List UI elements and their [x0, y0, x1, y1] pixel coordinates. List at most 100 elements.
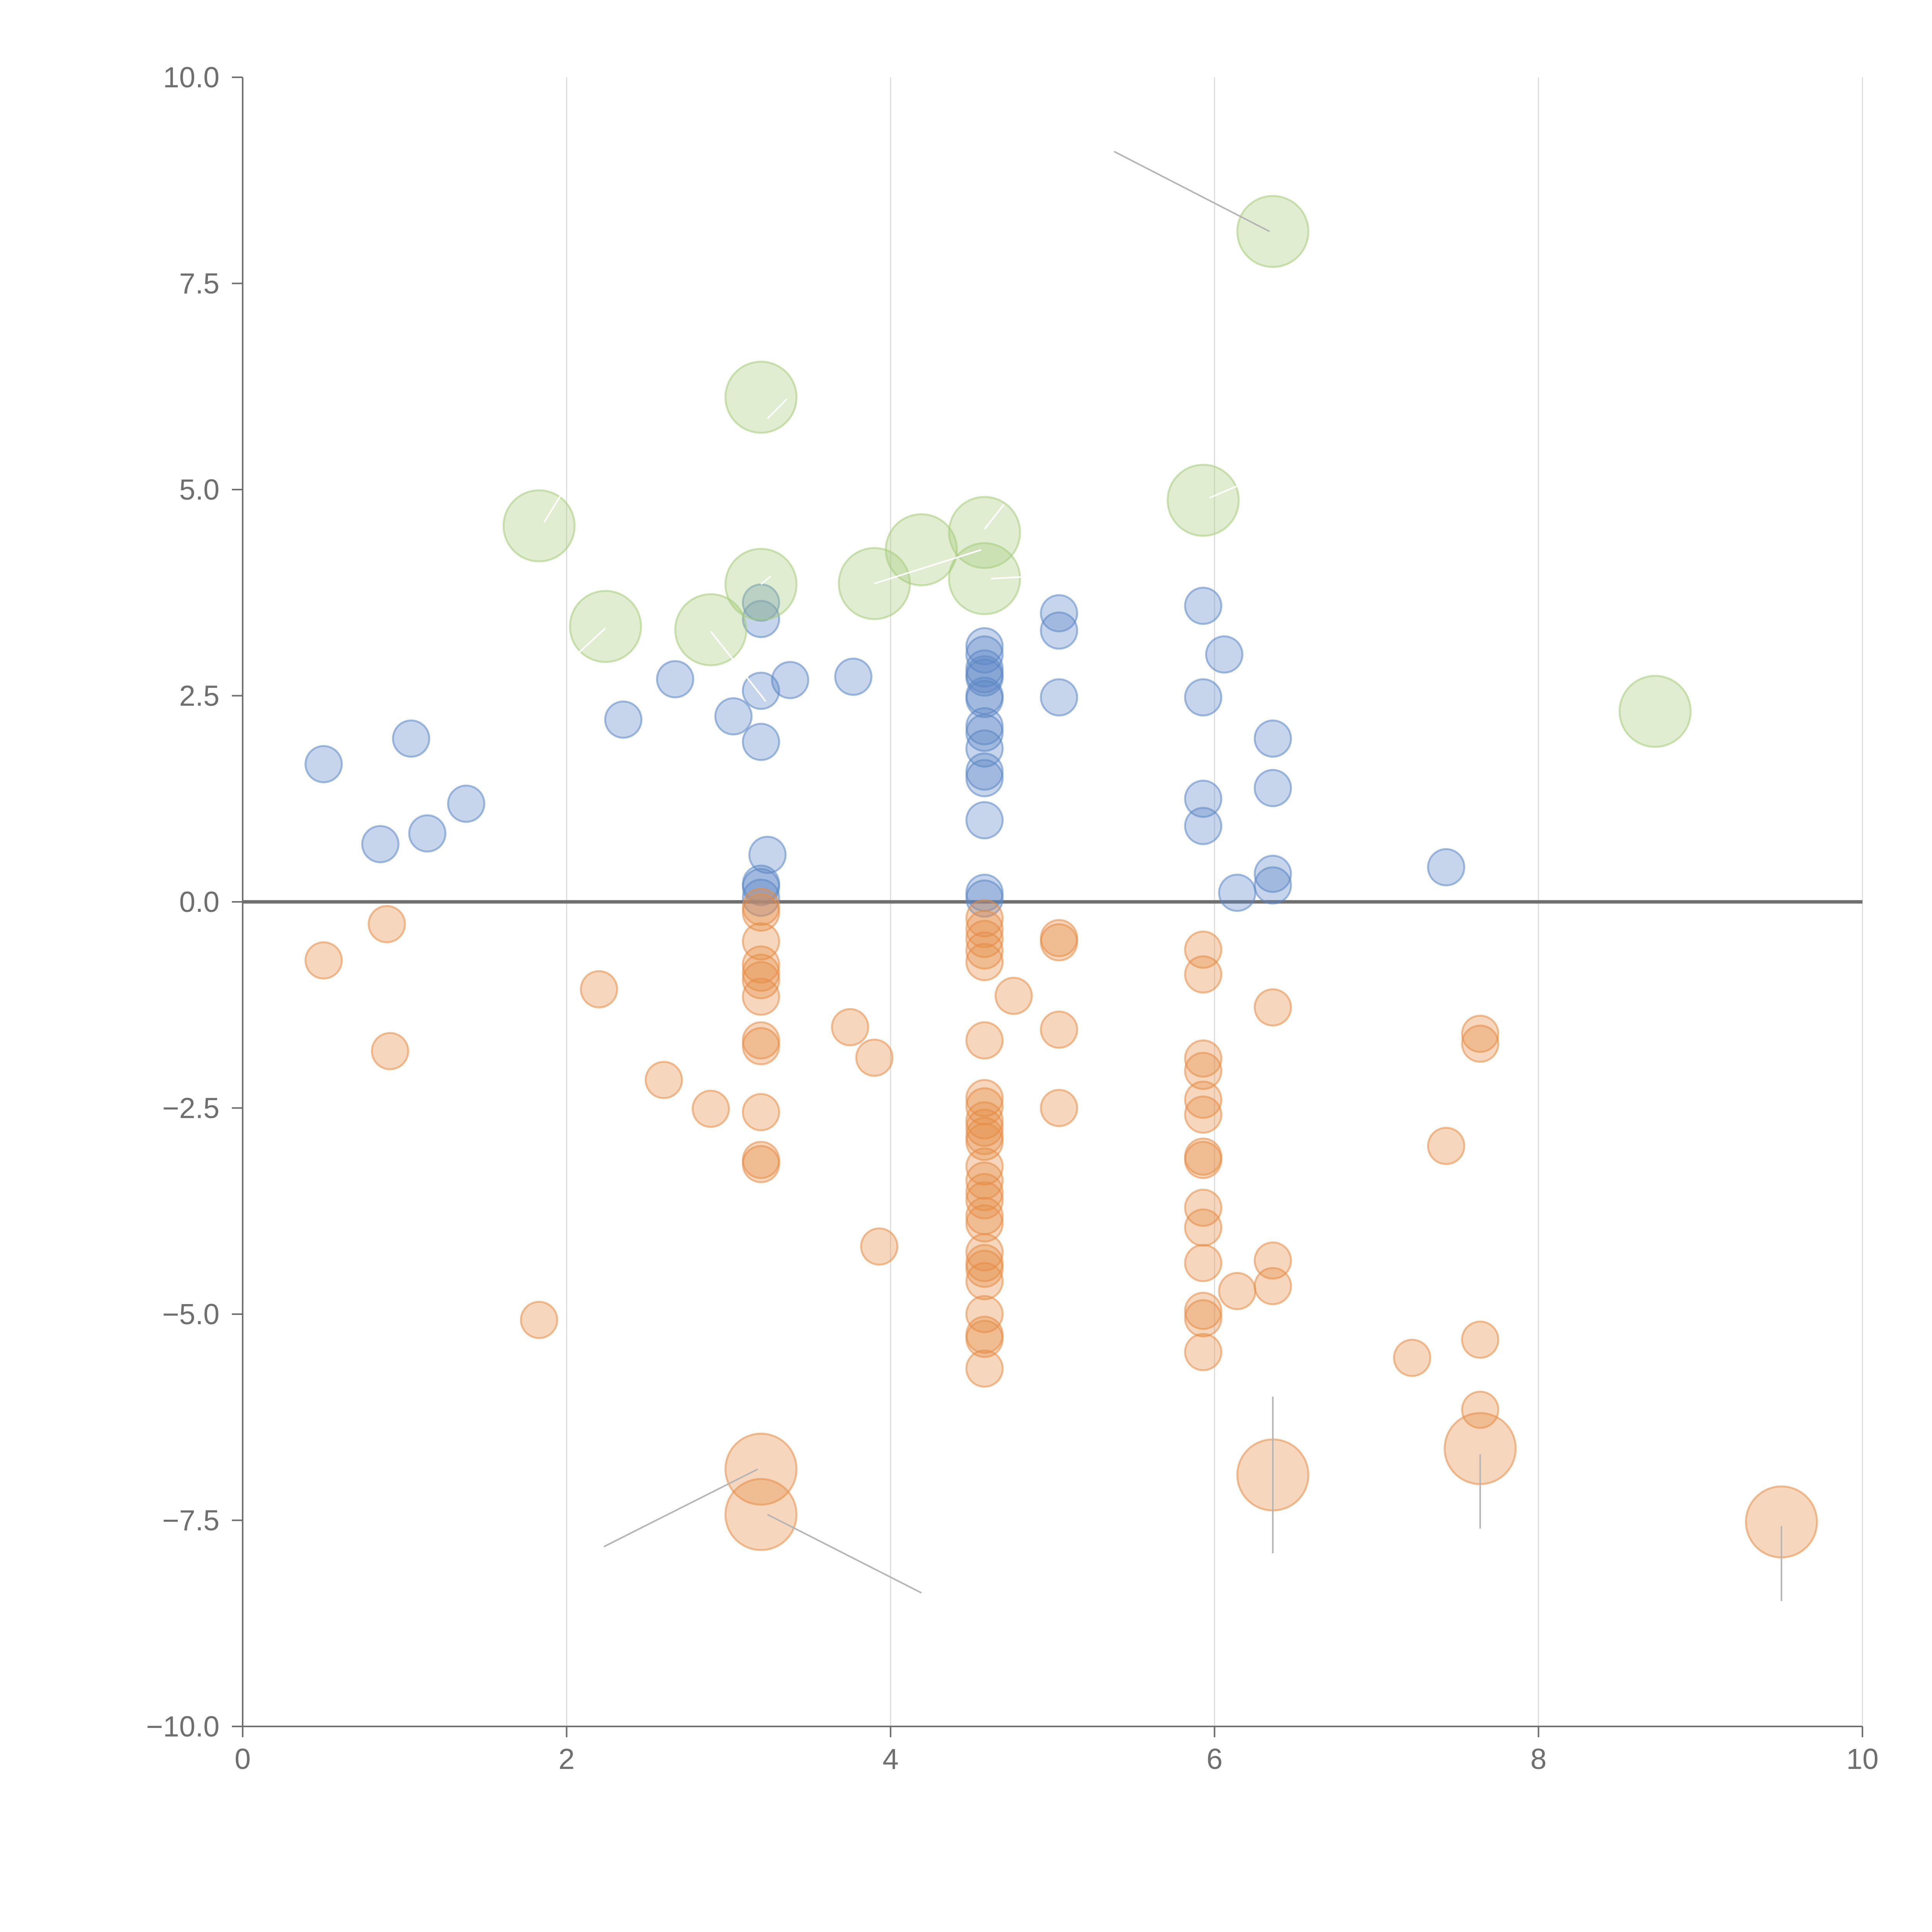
- negative-point: [965, 1204, 1004, 1243]
- negative-point: [1184, 1208, 1223, 1247]
- negative-point: [1218, 1272, 1257, 1310]
- negative-point: [1184, 1189, 1223, 1227]
- highlight-positive-point: [948, 542, 1021, 615]
- y-tick-label: 7.5: [179, 267, 219, 300]
- positive-point: [604, 700, 643, 739]
- positive-point: [1253, 769, 1292, 808]
- negative-point: [994, 976, 1033, 1015]
- annotation-leader-line: [571, 628, 606, 660]
- positive-point: [742, 723, 780, 761]
- negative-point: [304, 941, 343, 980]
- negative-point: [1461, 1391, 1500, 1429]
- negative-point: [965, 943, 1004, 981]
- positive-point: [656, 660, 694, 699]
- negative-point: [742, 922, 780, 961]
- annotation-leader-line: [984, 504, 1005, 530]
- negative-point: [1184, 1051, 1223, 1090]
- positive-point: [361, 825, 400, 864]
- negative-point: [965, 910, 1004, 948]
- y-tick-label: 5.0: [179, 473, 219, 506]
- highlight-negative-point: [724, 1432, 798, 1506]
- annotation-leader-line: [1114, 151, 1270, 232]
- positive-point: [742, 878, 780, 917]
- highlight-positive-point: [1167, 464, 1240, 537]
- positive-point: [1184, 807, 1223, 845]
- negative-point: [965, 1262, 1004, 1301]
- annotation-leader-line: [710, 631, 767, 702]
- positive-point: [447, 784, 485, 823]
- positive-point: [965, 635, 1004, 674]
- y-tick-label: 0.0: [179, 886, 219, 918]
- highlight-positive-point: [1236, 195, 1310, 268]
- negative-point: [742, 1027, 780, 1065]
- highlight-positive-point: [674, 593, 747, 667]
- positive-point: [1427, 848, 1466, 886]
- data-points: [304, 195, 1818, 1559]
- positive-point: [714, 697, 753, 736]
- negative-point: [645, 1061, 683, 1099]
- negative-point: [580, 970, 618, 1009]
- negative-point: [742, 1093, 780, 1131]
- negative-point: [965, 1079, 1004, 1117]
- positive-point: [965, 879, 1004, 918]
- negative-point: [855, 1038, 894, 1077]
- y-tick-label: 10.0: [163, 61, 219, 94]
- positive-point: [1253, 854, 1292, 893]
- negative-point: [1184, 1299, 1223, 1338]
- negative-point: [965, 1021, 1004, 1060]
- x-tick-label: 10: [1846, 1743, 1878, 1775]
- y-tick-label: −5.0: [162, 1298, 219, 1330]
- negative-point: [860, 1227, 898, 1266]
- highlight-positive-point: [502, 489, 576, 563]
- positive-point: [965, 714, 1004, 752]
- negative-point: [1184, 1244, 1223, 1282]
- positive-point: [834, 657, 872, 696]
- annotation-leader-line: [603, 1468, 758, 1548]
- annotation-leader-line: [874, 549, 982, 585]
- highlight-negative-point: [724, 1478, 798, 1551]
- positive-point: [1040, 611, 1078, 650]
- highlight-positive-point: [948, 496, 1021, 569]
- highlight-positive-point: [724, 361, 798, 434]
- negative-point: [965, 1320, 1004, 1358]
- negative-point: [742, 893, 780, 932]
- positive-point: [1205, 635, 1243, 674]
- y-tick-label: 2.5: [179, 680, 219, 712]
- negative-point: [1461, 1014, 1500, 1053]
- negative-point: [742, 977, 780, 1016]
- positive-point: [965, 729, 1004, 768]
- negative-point: [831, 1008, 869, 1046]
- negative-point: [1253, 1267, 1292, 1305]
- positive-point: [748, 835, 787, 874]
- positive-point: [1253, 719, 1292, 758]
- annotation-leader-line: [1209, 484, 1241, 499]
- negative-point: [742, 945, 780, 984]
- negative-point: [1184, 1039, 1223, 1078]
- positive-point: [1218, 874, 1257, 912]
- positive-point: [1184, 587, 1223, 625]
- positive-point: [965, 680, 1004, 718]
- positive-point: [965, 759, 1004, 798]
- negative-point: [1184, 1333, 1223, 1371]
- positive-point: [1040, 678, 1078, 717]
- y-tick-label: −2.5: [162, 1092, 219, 1124]
- annotation-leader-line: [767, 398, 787, 419]
- annotation-leader-line: [767, 1514, 922, 1594]
- x-tick-label: 8: [1531, 1743, 1547, 1775]
- positive-point: [965, 801, 1004, 840]
- negative-point: [965, 920, 1004, 958]
- positive-point: [408, 814, 447, 853]
- negative-point: [520, 1301, 558, 1339]
- x-tick-label: 4: [883, 1743, 899, 1775]
- y-tick-label: −7.5: [162, 1504, 219, 1537]
- negative-point: [1461, 1320, 1500, 1359]
- negative-point: [367, 905, 406, 944]
- negative-point: [691, 1090, 730, 1128]
- negative-point: [965, 1181, 1004, 1220]
- x-tick-label: 6: [1206, 1743, 1223, 1775]
- negative-point: [1040, 923, 1078, 962]
- negative-point: [742, 961, 780, 1000]
- positive-point: [304, 745, 343, 784]
- positive-point: [1184, 678, 1223, 717]
